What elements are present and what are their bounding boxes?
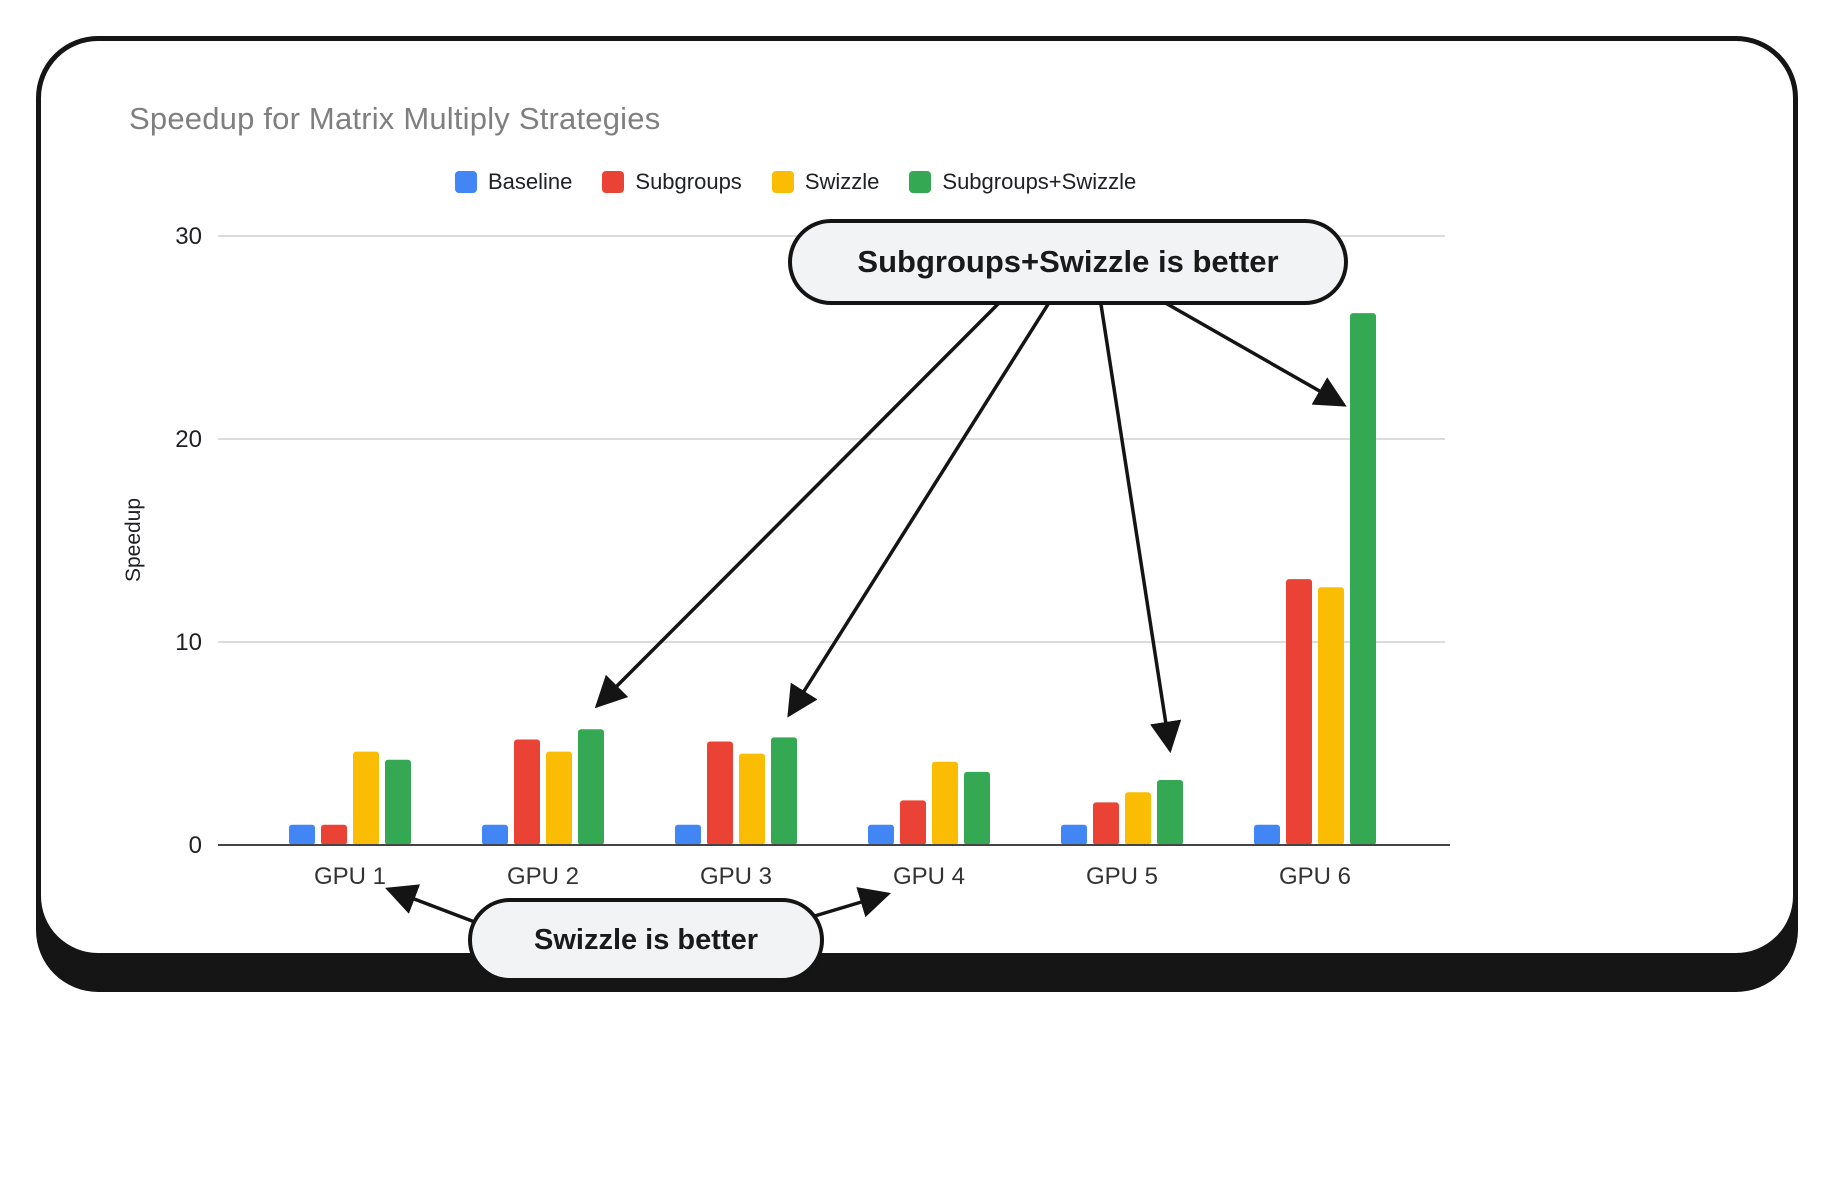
legend-item-baseline: Baseline — [455, 169, 572, 195]
legend-item-swizzle: Swizzle — [771, 169, 880, 195]
legend-label: Subgroups — [635, 169, 742, 194]
legend-label: Swizzle — [804, 169, 880, 194]
legend-swatch-subgroups-swizzle — [909, 171, 932, 193]
legend-item-subgroups: Subgroups — [602, 169, 742, 195]
legend-label: Subgroups+Swizzle — [942, 169, 1137, 194]
legend-item-subgroups-swizzle: Subgroups+Swizzle — [909, 169, 1136, 195]
annotation-subgroups-swizzle-better: Subgroups+Swizzle is better — [788, 219, 1348, 305]
chart-title: Speedup for Matrix Multiply Strategies — [129, 101, 661, 136]
legend-swatch-baseline — [455, 171, 477, 193]
legend-swatch-swizzle — [771, 171, 794, 193]
legend-label: Baseline — [488, 169, 573, 194]
legend-swatch-subgroups — [602, 171, 625, 193]
chart-legend: Baseline Subgroups Swizzle Subgroups+Swizzl… — [455, 169, 1136, 195]
chart-card: Speedup for Matrix Multiply Strategies B… — [36, 36, 1798, 958]
annotation-swizzle-better: Swizzle is better — [468, 898, 824, 982]
